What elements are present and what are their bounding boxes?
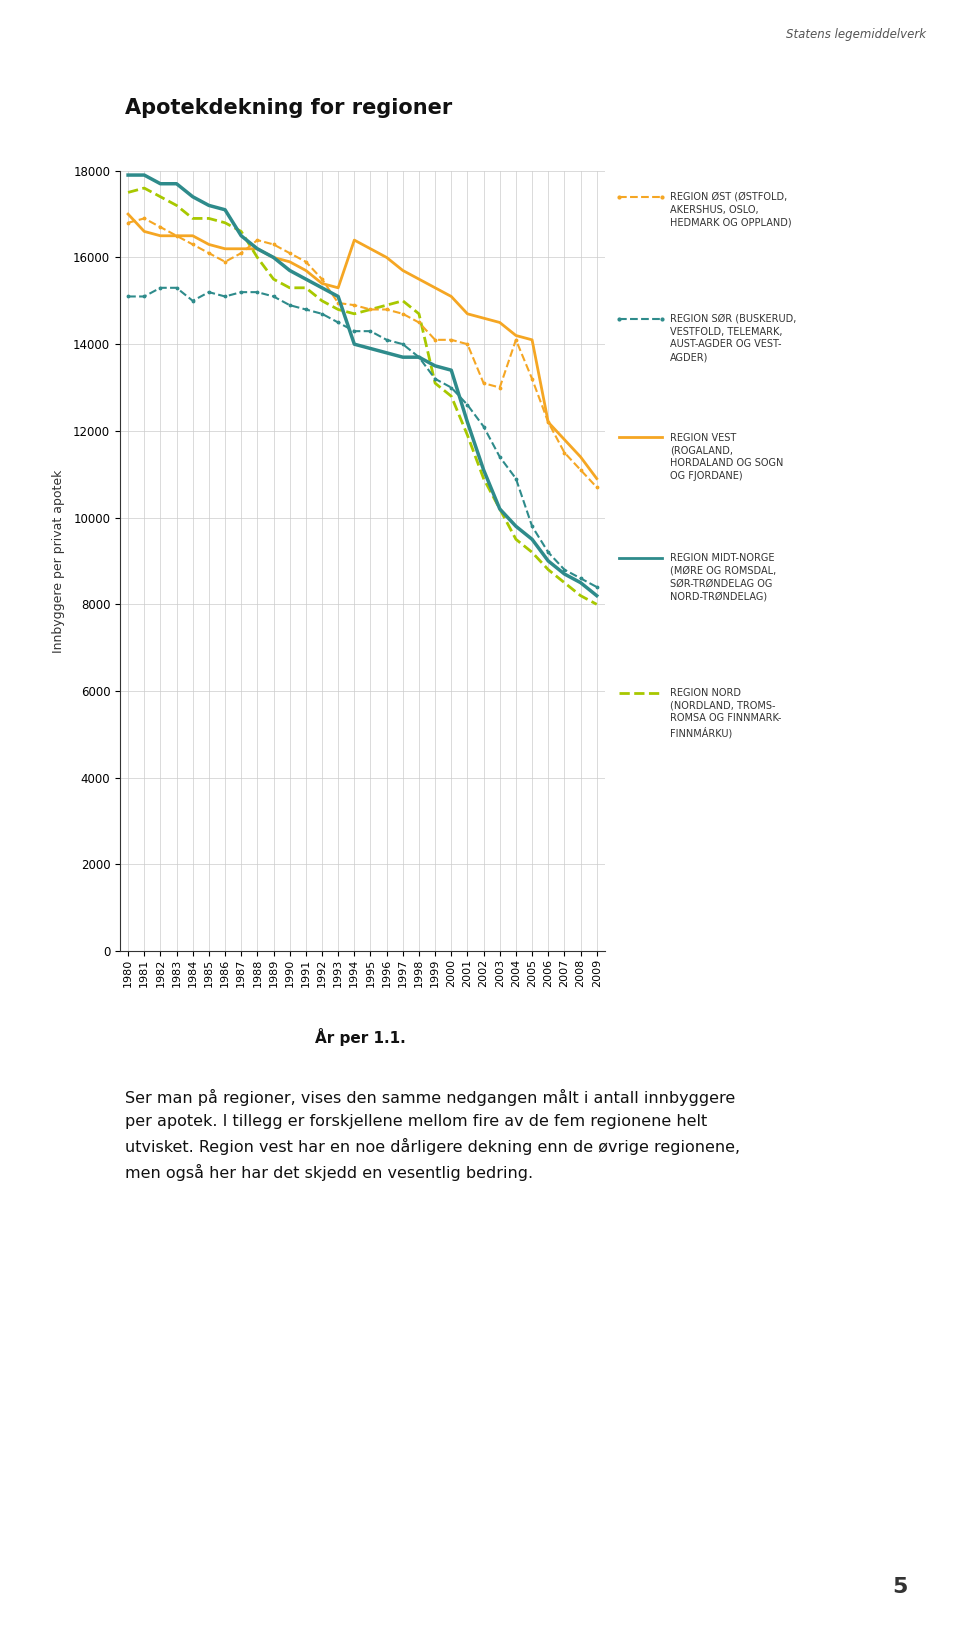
Text: REGION NORD
(NORDLAND, TROMS-
ROMSA OG FINNMARK-
FINNMÁRKU): REGION NORD (NORDLAND, TROMS- ROMSA OG F… — [670, 688, 781, 738]
Text: 5: 5 — [892, 1577, 907, 1597]
Text: REGION SØR (BUSKERUD,
VESTFOLD, TELEMARK,
AUST-AGDER OG VEST-
AGDER): REGION SØR (BUSKERUD, VESTFOLD, TELEMARK… — [670, 314, 797, 363]
Text: Statens legemiddelverk: Statens legemiddelverk — [786, 28, 926, 41]
Text: År per 1.1.: År per 1.1. — [315, 1028, 405, 1046]
Y-axis label: Innbyggere per privat apotek: Innbyggere per privat apotek — [52, 470, 65, 652]
Text: Ser man på regioner, vises den samme nedgangen målt i antall innbyggere
per apot: Ser man på regioner, vises den samme ned… — [125, 1089, 740, 1182]
Text: REGION ØST (ØSTFOLD,
AKERSHUS, OSLO,
HEDMARK OG OPPLAND): REGION ØST (ØSTFOLD, AKERSHUS, OSLO, HED… — [670, 192, 792, 228]
Text: Apotekdekning for regioner: Apotekdekning for regioner — [125, 98, 452, 117]
Text: REGION MIDT-NORGE
(MØRE OG ROMSDAL,
SØR-TRØNDELAG OG
NORD-TRØNDELAG): REGION MIDT-NORGE (MØRE OG ROMSDAL, SØR-… — [670, 553, 777, 602]
Text: REGION VEST
(ROGALAND,
HORDALAND OG SOGN
OG FJORDANE): REGION VEST (ROGALAND, HORDALAND OG SOGN… — [670, 433, 783, 481]
